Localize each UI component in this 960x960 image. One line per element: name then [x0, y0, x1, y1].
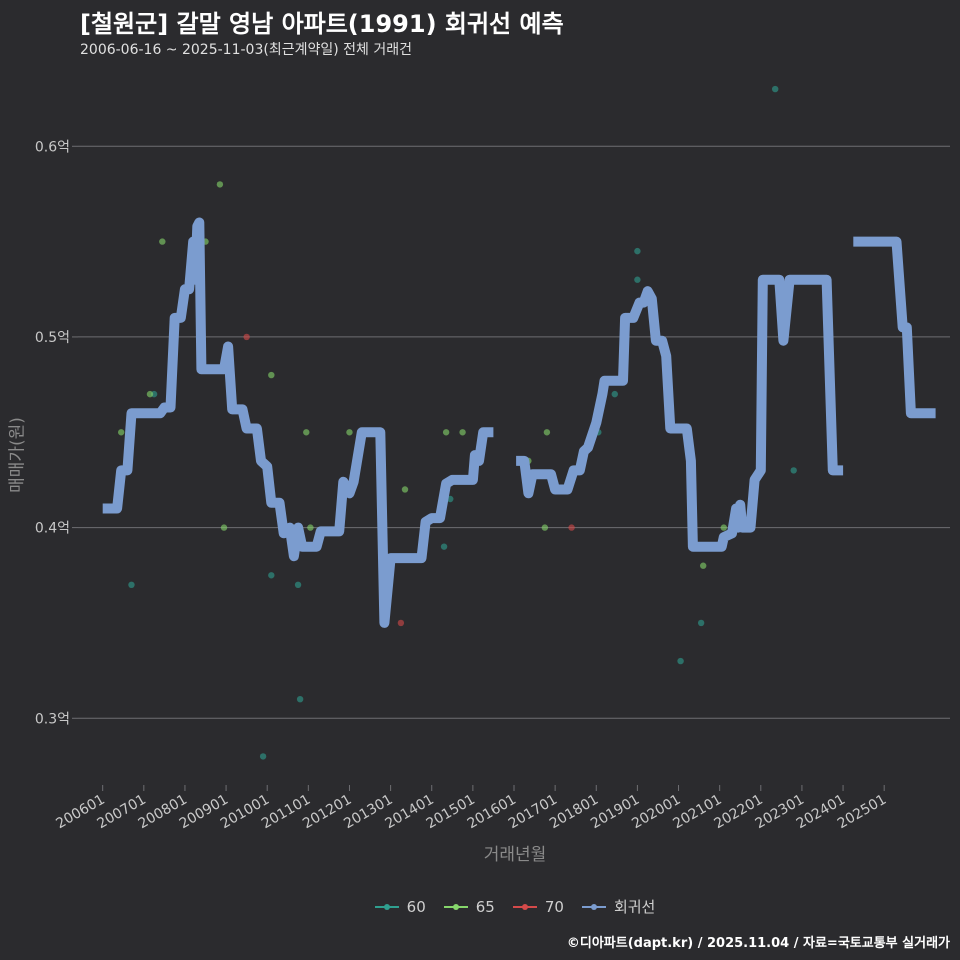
- y-axis-label: 매매가(원): [3, 417, 28, 493]
- point-60: [677, 657, 684, 665]
- point-65: [307, 524, 314, 531]
- point-65: [720, 524, 727, 531]
- legend-item-60: 60: [374, 896, 426, 917]
- scatter-points: [117, 85, 797, 760]
- point-60: [634, 247, 641, 255]
- point-65: [442, 429, 450, 436]
- legend-key-70: [512, 900, 537, 914]
- point-65: [303, 429, 310, 436]
- point-65: [220, 524, 228, 531]
- point-60: [611, 390, 618, 398]
- regression-line: [102, 217, 936, 628]
- legend-label-65: 65: [475, 897, 495, 916]
- legend-label-60: 60: [406, 897, 426, 916]
- x-axis-ticks: 2006012007012008012009012010012011012012…: [53, 785, 889, 832]
- regression-segment: [516, 274, 844, 552]
- chart-subtitle: 2006-06-16 ~ 2025-11-03(최근계약일) 전체 거래건: [80, 42, 412, 58]
- point-60: [634, 276, 641, 283]
- legend-item-65: 65: [443, 896, 495, 917]
- y-axis-ticks: 0.3억 0.4억 0.5억 0.6억: [35, 139, 78, 727]
- regression-segment: [853, 236, 936, 419]
- legend: 60 65 70 회귀선: [0, 896, 960, 917]
- point-60: [128, 581, 135, 588]
- point-65: [216, 181, 224, 188]
- point-65: [459, 429, 466, 436]
- chart-title: [철원군] 갈말 영남 아파트(1991) 회귀선 예측: [80, 10, 564, 38]
- point-60: [697, 619, 705, 627]
- point-70: [568, 524, 575, 531]
- point-65: [146, 390, 154, 398]
- point-65: [401, 486, 409, 493]
- point-65: [346, 429, 353, 436]
- y-tick-label: 0.5억: [35, 330, 70, 346]
- point-65: [159, 238, 166, 245]
- x-axis-label: 거래년월: [483, 845, 547, 865]
- legend-label-regression: 회귀선: [613, 898, 656, 916]
- legend-key-65: [443, 900, 468, 914]
- point-65: [700, 562, 707, 569]
- legend-item-regression: 회귀선: [581, 896, 656, 917]
- point-60: [268, 572, 275, 579]
- point-70: [243, 333, 250, 341]
- point-60: [294, 581, 302, 588]
- point-60: [296, 696, 304, 703]
- y-tick-label: 0.3억: [35, 711, 70, 727]
- source-footer: ©디아파트(dapt.kr) / 2025.11.04 / 자료=국토교통부 실…: [566, 936, 950, 951]
- point-65: [541, 524, 549, 531]
- legend-key-60: [374, 900, 399, 914]
- point-65: [117, 429, 125, 436]
- legend-item-70: 70: [512, 896, 564, 917]
- legend-key-regression: [581, 900, 606, 914]
- regression-segment: [102, 217, 494, 628]
- y-tick-label: 0.6억: [35, 139, 70, 155]
- point-65: [268, 371, 275, 379]
- grid-lines: [78, 145, 950, 719]
- point-60: [259, 753, 267, 760]
- legend-label-70: 70: [544, 897, 564, 916]
- point-60: [440, 543, 448, 550]
- point-65: [543, 429, 551, 436]
- point-60: [771, 85, 779, 93]
- y-axis-label-text: 매매가(원): [7, 417, 28, 493]
- point-70: [397, 619, 405, 627]
- point-60: [790, 467, 797, 474]
- y-tick-label: 0.4억: [35, 521, 70, 537]
